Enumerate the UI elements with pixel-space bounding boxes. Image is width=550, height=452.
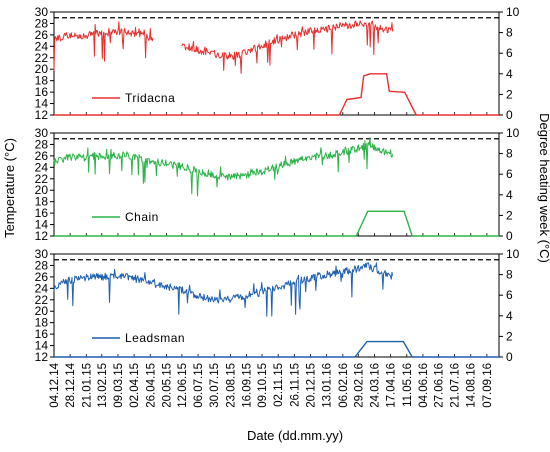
right-tick-label: 10 xyxy=(506,247,520,261)
x-tick-label: 20.12.15 xyxy=(306,363,318,408)
y-axis-title-right: Degree heating week (°C) xyxy=(537,113,550,263)
right-tick-label: 2 xyxy=(506,329,513,343)
left-tick-label: 20 xyxy=(35,183,49,197)
left-tick-label: 14 xyxy=(35,339,49,353)
right-tick-label: 6 xyxy=(506,46,513,60)
x-tick-label: 26.11.15 xyxy=(289,363,301,407)
x-tick-label: 14.08.16 xyxy=(466,363,478,408)
x-axis-title: Date (dd.mm.yy) xyxy=(247,428,343,443)
left-tick-label: 22 xyxy=(35,172,49,186)
left-tick-label: 18 xyxy=(35,316,49,330)
x-tick-label: 16.09.15 xyxy=(242,363,254,408)
left-tick-label: 28 xyxy=(35,16,49,30)
dhw-series xyxy=(54,340,499,358)
left-tick-label: 12 xyxy=(35,350,49,364)
x-tick-label: 26.04.15 xyxy=(145,363,157,408)
left-tick-label: 18 xyxy=(35,74,49,88)
right-tick-label: 10 xyxy=(506,126,520,140)
left-tick-label: 30 xyxy=(35,126,49,140)
left-tick-label: 26 xyxy=(35,270,49,284)
left-tick-label: 16 xyxy=(35,85,49,99)
left-tick-label: 30 xyxy=(35,5,49,19)
x-tick-labels: 04.12.14 28.12.14 21.01.15 13.02.15 09.03.15… xyxy=(49,362,494,407)
left-tick-label: 28 xyxy=(35,258,49,272)
left-tick-label: 18 xyxy=(35,195,49,209)
dhw-series xyxy=(54,210,499,237)
x-tick-label: 30.07.15 xyxy=(209,363,221,408)
right-tick-label: 2 xyxy=(506,87,513,101)
x-tick-label: 09.03.15 xyxy=(113,363,125,408)
x-tick-label: 06.07.15 xyxy=(193,363,205,408)
left-tick-label: 30 xyxy=(35,247,49,261)
x-tick-label: 17.04.16 xyxy=(386,363,398,408)
right-tick-label: 6 xyxy=(506,288,513,302)
x-tick-label: 21.01.15 xyxy=(81,363,93,408)
x-tick-label: 28.12.14 xyxy=(65,362,77,407)
left-tick-label: 26 xyxy=(35,28,49,42)
x-tick-label: 02.11.15 xyxy=(273,363,285,407)
temperature-series-segment xyxy=(53,21,154,71)
left-tick-label: 24 xyxy=(35,39,49,53)
right-tick-label: 0 xyxy=(506,229,513,243)
left-tick-label: 12 xyxy=(35,108,49,122)
right-tick-label: 4 xyxy=(506,67,513,81)
plot-frame xyxy=(53,132,500,237)
legend-label: Leadsman xyxy=(125,331,185,345)
right-tick-label: 8 xyxy=(506,147,513,161)
x-tick-label: 21.07.16 xyxy=(450,363,462,408)
x-tick-label: 11.05.16 xyxy=(402,363,414,407)
x-tick-label: 23.08.15 xyxy=(225,363,237,408)
right-tick-label: 0 xyxy=(506,108,513,122)
legend-label: Tridacna xyxy=(125,91,175,105)
x-tick-label: 04.12.14 xyxy=(49,362,61,407)
x-tick-label: 29.02.16 xyxy=(353,363,365,408)
x-tick-label: 13.02.15 xyxy=(97,363,109,408)
left-tick-label: 12 xyxy=(35,229,49,243)
left-tick-label: 24 xyxy=(35,160,49,174)
x-tick-label: 13.01.16 xyxy=(322,363,334,408)
right-tick-label: 8 xyxy=(506,26,513,40)
plot-frame xyxy=(53,11,500,116)
temperature-series-segment xyxy=(53,137,394,197)
right-tick-label: 6 xyxy=(506,167,513,181)
x-tick-label: 02.04.15 xyxy=(129,363,141,408)
legend-label: Chain xyxy=(125,210,159,224)
temperature-series-segment xyxy=(53,262,394,317)
left-tick-label: 24 xyxy=(35,281,49,295)
right-tick-label: 4 xyxy=(506,188,513,202)
left-tick-label: 16 xyxy=(35,327,49,341)
x-tick-label: 20.05.15 xyxy=(161,363,173,408)
y-axis-title-left: Temperature (°C) xyxy=(2,138,17,238)
left-tick-label: 26 xyxy=(35,149,49,163)
right-tick-label: 0 xyxy=(506,350,513,364)
right-tick-label: 4 xyxy=(506,309,513,323)
x-tick-label: 27.06.16 xyxy=(433,363,445,408)
right-tick-label: 10 xyxy=(506,5,520,19)
right-tick-label: 2 xyxy=(506,208,513,222)
x-tick-label: 06.02.16 xyxy=(338,363,350,408)
plot-frame xyxy=(53,253,500,358)
temperature-series-segment xyxy=(181,20,394,74)
x-tick-label: 24.03.16 xyxy=(370,363,382,408)
left-tick-label: 28 xyxy=(35,137,49,151)
right-tick-label: 8 xyxy=(506,268,513,282)
left-tick-label: 14 xyxy=(35,97,49,111)
dhw-series xyxy=(54,73,499,116)
left-tick-label: 14 xyxy=(35,218,49,232)
x-tick-label: 09.10.15 xyxy=(257,363,269,408)
left-tick-label: 20 xyxy=(35,304,49,318)
left-tick-label: 20 xyxy=(35,62,49,76)
x-tick-label: 07.09.16 xyxy=(482,363,494,408)
chart-panels: 121416182022242628300246810Tridacna12141… xyxy=(35,5,520,364)
x-tick-label: 12.06.15 xyxy=(177,363,189,408)
left-tick-label: 16 xyxy=(35,206,49,220)
x-tick-label: 04.06.16 xyxy=(418,363,430,408)
left-tick-label: 22 xyxy=(35,293,49,307)
left-tick-label: 22 xyxy=(35,51,49,65)
